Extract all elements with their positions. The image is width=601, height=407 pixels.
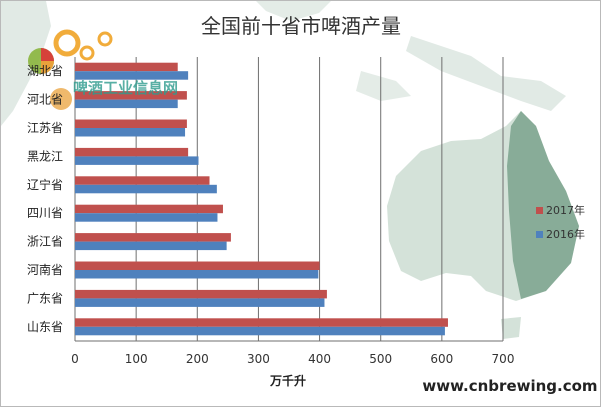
- left-landmass: [1, 1, 51, 126]
- bar-series-a: [75, 176, 210, 185]
- legend-label: 2017年: [546, 203, 585, 217]
- bar-series-a: [75, 318, 448, 327]
- legend-swatch: [536, 231, 543, 238]
- x-tick-label: 300: [247, 352, 270, 366]
- bar-series-a: [75, 289, 327, 299]
- x-tick-label: 700: [492, 352, 515, 366]
- bar-series-a: [75, 119, 187, 128]
- east-region-highlight: [507, 111, 579, 299]
- category-label: 湖北省: [27, 63, 63, 78]
- category-label: 山东省: [27, 320, 63, 334]
- bar-series-a: [75, 233, 231, 242]
- island-shape: [256, 1, 331, 21]
- bar-series-b: [75, 298, 325, 307]
- category-label: 广东省: [27, 291, 63, 305]
- bars-group: [75, 62, 448, 336]
- legend-swatch: [536, 207, 543, 214]
- bar-series-b: [75, 184, 217, 194]
- x-tick-label: 100: [125, 352, 148, 366]
- category-label: 四川省: [27, 206, 63, 220]
- bar-series-b: [75, 241, 227, 251]
- bar-series-a: [75, 91, 187, 100]
- category-label: 辽宁省: [27, 177, 63, 192]
- x-tick-label: 500: [369, 352, 392, 366]
- x-tick-label: 600: [430, 352, 453, 366]
- island-shape: [501, 317, 521, 339]
- legend-label: 2016年: [546, 227, 585, 241]
- legend: 2017年 2016年: [536, 203, 585, 241]
- category-label: 河北省: [27, 93, 63, 107]
- chart-title: 全国前十省市啤酒产量: [201, 14, 401, 38]
- category-label: 河南省: [27, 262, 63, 277]
- x-tick-label: 200: [186, 352, 209, 366]
- website-url: www.cnbrewing.com: [422, 377, 597, 395]
- x-tick-labels: 0 100 200 300 400 500 600 700: [71, 352, 514, 366]
- bar-series-b: [75, 213, 218, 222]
- bar-series-b: [75, 71, 189, 80]
- bar-series-a: [75, 204, 223, 214]
- watermark-text: 啤酒工业信息网: [73, 79, 178, 97]
- bar-series-a: [75, 261, 320, 270]
- bar-series-b: [75, 270, 319, 279]
- bar-series-b: [75, 128, 186, 137]
- x-tick-label: 0: [71, 352, 79, 366]
- x-tick-label: 400: [308, 352, 331, 366]
- bar-series-b: [75, 99, 178, 109]
- brewery-logo: [28, 29, 113, 110]
- category-label: 黑龙江: [27, 149, 63, 163]
- island-shape: [356, 71, 411, 101]
- island-shape: [406, 36, 566, 111]
- bar-series-a: [75, 62, 178, 72]
- category-label: 江苏省: [27, 121, 63, 135]
- x-axis-label: 万千升: [269, 373, 306, 388]
- bar-series-a: [75, 147, 189, 157]
- bar-series-b: [75, 156, 199, 165]
- category-label: 浙江省: [27, 235, 63, 249]
- bar-series-b: [75, 326, 445, 336]
